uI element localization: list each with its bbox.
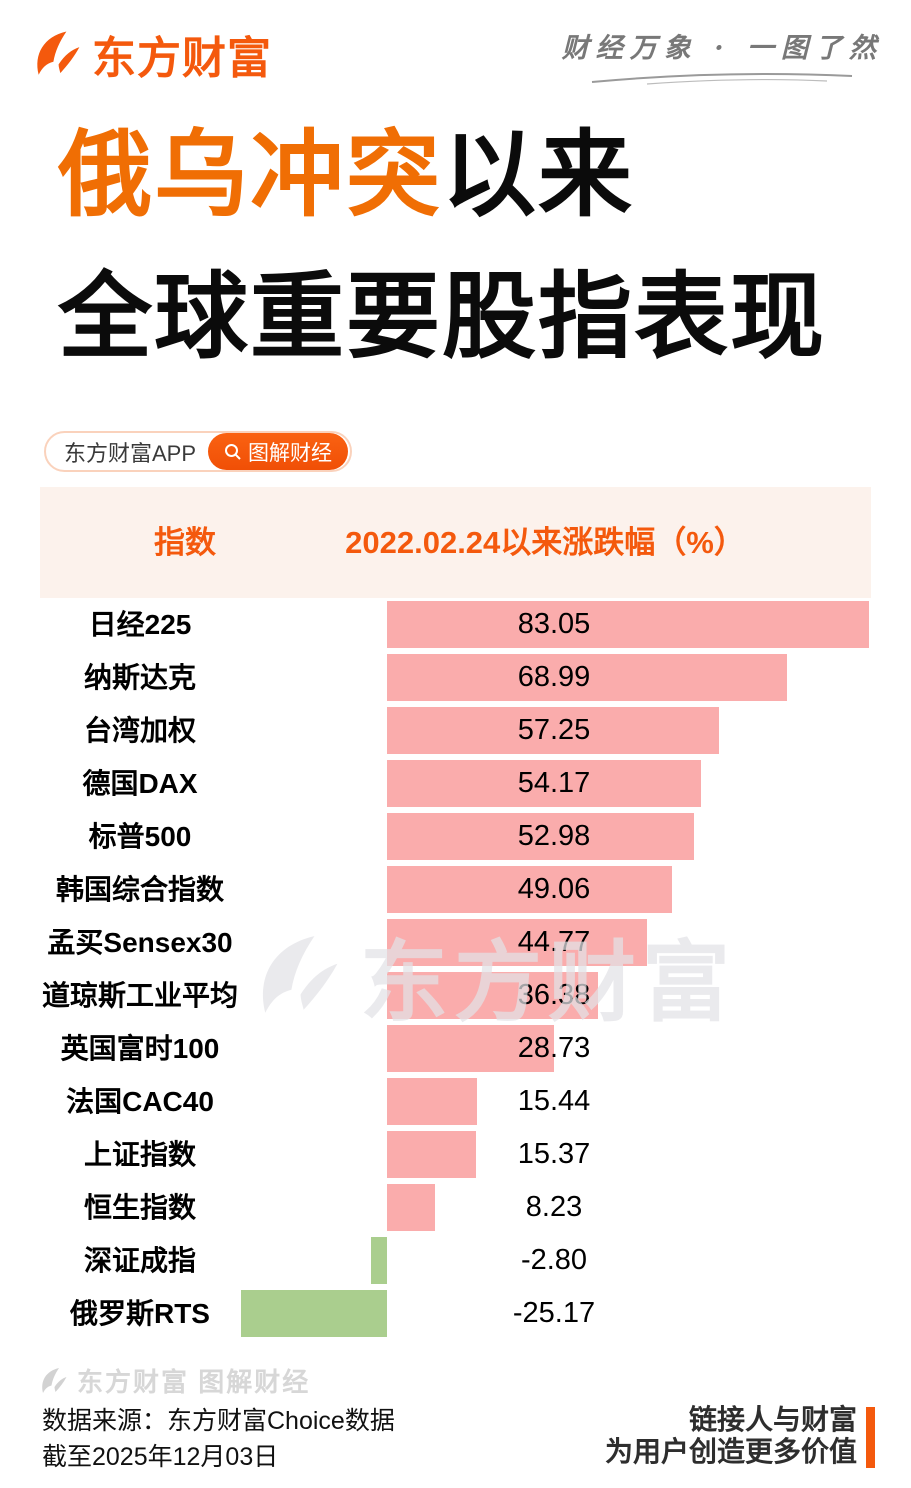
index-name: 道琼斯工业平均: [41, 980, 238, 1011]
chart-row: 标普500 52.98: [0, 810, 911, 863]
chart-row: 纳斯达克 68.99: [0, 651, 911, 704]
index-name: 法国CAC40: [66, 1086, 214, 1117]
data-source-line: 数据来源：东方财富Choice数据: [42, 1407, 395, 1435]
chart-row: 恒生指数 8.23: [0, 1181, 911, 1234]
slogan-accent-bar: [866, 1407, 875, 1468]
chart-row: 孟买Sensex30 44.77: [0, 916, 911, 969]
value-label: 15.44: [517, 1085, 591, 1117]
index-name: 韩国综合指数: [55, 874, 224, 905]
title-line1-rest: 以来: [442, 122, 635, 227]
value-bar: [387, 1025, 554, 1072]
index-name: 纳斯达克: [83, 662, 196, 693]
value-bar: [241, 1290, 387, 1337]
value-bar: [387, 972, 598, 1019]
tagline-block: 财经万象 · 一图了然: [562, 26, 883, 85]
value-bar: [387, 1078, 477, 1125]
index-name: 标普500: [88, 821, 192, 852]
chart-row: 英国富时100 28.73: [0, 1022, 911, 1075]
chart-row: 俄罗斯RTS -25.17: [0, 1287, 911, 1340]
title-line-1: 俄乌冲突以来: [58, 104, 826, 246]
value-label: -2.80: [520, 1244, 588, 1276]
tagline-text: 财经万象 · 一图了然: [561, 33, 883, 64]
title-highlight: 俄乌冲突: [58, 122, 443, 227]
column-header-change: 2022.02.24以来涨跌幅（%）: [345, 525, 745, 560]
value-label: 68.99: [517, 661, 591, 693]
value-bar: [387, 654, 788, 701]
brand-name: 东方财富: [92, 34, 272, 83]
index-name: 上证指数: [83, 1139, 196, 1170]
chart-row: 法国CAC40 15.44: [0, 1075, 911, 1128]
chart-row: 韩国综合指数 49.06: [0, 863, 911, 916]
brand-header: 东方财富: [30, 22, 272, 86]
chart-row: 德国DAX 54.17: [0, 757, 911, 810]
value-label: 54.17: [517, 767, 591, 799]
value-bar: [387, 707, 720, 754]
value-label: 8.23: [525, 1191, 583, 1223]
index-name: 台湾加权: [83, 715, 196, 746]
app-name-label: 东方财富APP: [64, 440, 197, 466]
value-label: 49.06: [517, 873, 591, 905]
value-bar: [387, 601, 869, 648]
search-button-label: 图解财经: [248, 441, 333, 465]
slogan-block: 链接人与财富 为用户创造更多价值: [605, 1404, 857, 1468]
column-header-index: 指数: [154, 525, 216, 560]
value-bar: [387, 919, 647, 966]
data-cutoff-line: 截至2025年12月03日: [42, 1443, 279, 1471]
value-bar: [387, 1184, 435, 1231]
value-label: 44.77: [517, 926, 591, 958]
chart-row: 深证成指 -2.80: [0, 1234, 911, 1287]
index-name: 日经225: [88, 609, 192, 640]
footer-watermark: 东方财富 图解财经: [38, 1362, 310, 1399]
chart-rows: 日经225 83.05 纳斯达克 68.99 台湾加权 57.25 德国DAX 54.17 标普…: [0, 598, 911, 1340]
chart-row: 台湾加权 57.25: [0, 704, 911, 757]
eastmoney-footer-logo-icon: [42, 1367, 67, 1393]
chart-row: 道琼斯工业平均 36.38: [0, 969, 911, 1022]
value-label: 57.25: [517, 714, 591, 746]
value-label: 28.73: [517, 1032, 591, 1064]
value-label: 15.37: [517, 1138, 591, 1170]
value-label: 52.98: [517, 820, 591, 852]
value-bar: [387, 866, 672, 913]
slogan-line-1: 链接人与财富: [688, 1404, 857, 1435]
value-label: -25.17: [512, 1297, 596, 1329]
index-name: 德国DAX: [82, 768, 198, 799]
index-name: 深证成指: [83, 1245, 196, 1276]
value-label: 36.38: [517, 979, 591, 1011]
chart-row: 上证指数 15.37: [0, 1128, 911, 1181]
app-search-pill[interactable]: 东方财富APP 图解财经: [44, 431, 353, 472]
index-name: 俄罗斯RTS: [69, 1298, 210, 1329]
index-name: 孟买Sensex30: [47, 927, 233, 958]
search-button[interactable]: 图解财经: [208, 433, 349, 470]
index-name: 恒生指数: [83, 1192, 196, 1223]
title-line-2: 全球重要股指表现: [58, 264, 827, 369]
tagline-swoosh-line: [592, 73, 853, 85]
index-name: 英国富时100: [60, 1033, 220, 1064]
value-bar: [387, 760, 702, 807]
search-icon: [225, 443, 241, 460]
chart-row: 日经225 83.05: [0, 598, 911, 651]
eastmoney-logo-icon: [37, 31, 80, 75]
value-bar: [387, 1131, 477, 1178]
value-label: 83.05: [517, 608, 591, 640]
value-bar: [370, 1237, 387, 1284]
table-header-band: 指数 2022.02.24以来涨跌幅（%）: [40, 487, 871, 598]
data-source-block: 数据来源：东方财富Choice数据 截至2025年12月03日: [42, 1403, 395, 1475]
page-title: 俄乌冲突以来 全球重要股指表现: [58, 104, 826, 388]
footer-watermark-text: 东方财富 图解财经: [77, 1367, 311, 1397]
slogan-line-2: 为用户创造更多价值: [604, 1436, 857, 1467]
value-bar: [387, 813, 695, 860]
